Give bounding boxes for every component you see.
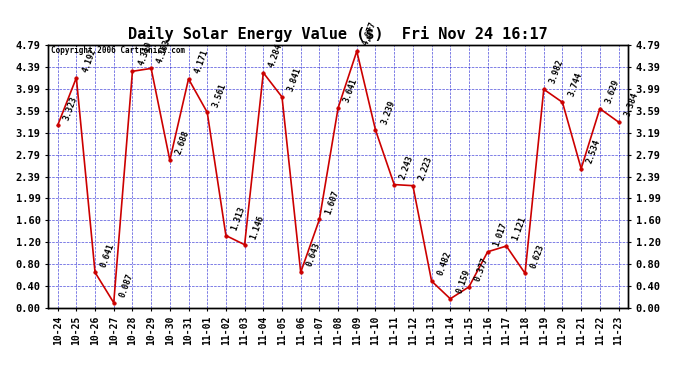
Text: 3.629: 3.629 <box>604 78 621 105</box>
Text: 4.677: 4.677 <box>361 21 378 47</box>
Text: 1.313: 1.313 <box>230 205 247 231</box>
Text: 4.310: 4.310 <box>137 40 154 67</box>
Text: 3.841: 3.841 <box>286 66 303 93</box>
Text: 0.377: 0.377 <box>473 256 490 283</box>
Text: 0.087: 0.087 <box>118 272 135 298</box>
Text: 2.534: 2.534 <box>585 138 602 165</box>
Text: 1.146: 1.146 <box>249 214 266 240</box>
Text: 1.607: 1.607 <box>324 189 341 215</box>
Text: 3.641: 3.641 <box>342 77 359 104</box>
Text: 1.121: 1.121 <box>511 215 528 242</box>
Text: 3.323: 3.323 <box>62 94 79 121</box>
Text: 3.384: 3.384 <box>622 92 640 118</box>
Text: 0.159: 0.159 <box>455 268 471 295</box>
Text: 1.017: 1.017 <box>492 221 509 248</box>
Text: 0.641: 0.641 <box>99 242 116 268</box>
Text: Copyright 2006 Cartronics.com: Copyright 2006 Cartronics.com <box>51 46 186 56</box>
Text: 4.284: 4.284 <box>268 42 284 69</box>
Text: 0.482: 0.482 <box>436 251 453 277</box>
Text: 3.982: 3.982 <box>548 58 565 85</box>
Title: Daily Solar Energy Value ($)  Fri Nov 24 16:17: Daily Solar Energy Value ($) Fri Nov 24 … <box>128 27 548 42</box>
Text: 4.363: 4.363 <box>155 38 172 64</box>
Text: 3.561: 3.561 <box>211 82 228 108</box>
Text: 3.744: 3.744 <box>566 72 584 98</box>
Text: 2.223: 2.223 <box>417 155 434 182</box>
Text: 3.239: 3.239 <box>380 99 397 126</box>
Text: 4.171: 4.171 <box>193 48 210 75</box>
Text: 4.192: 4.192 <box>81 47 97 74</box>
Text: 2.688: 2.688 <box>174 129 191 156</box>
Text: 2.243: 2.243 <box>398 154 415 180</box>
Text: 0.623: 0.623 <box>529 243 546 269</box>
Text: 0.643: 0.643 <box>305 242 322 268</box>
